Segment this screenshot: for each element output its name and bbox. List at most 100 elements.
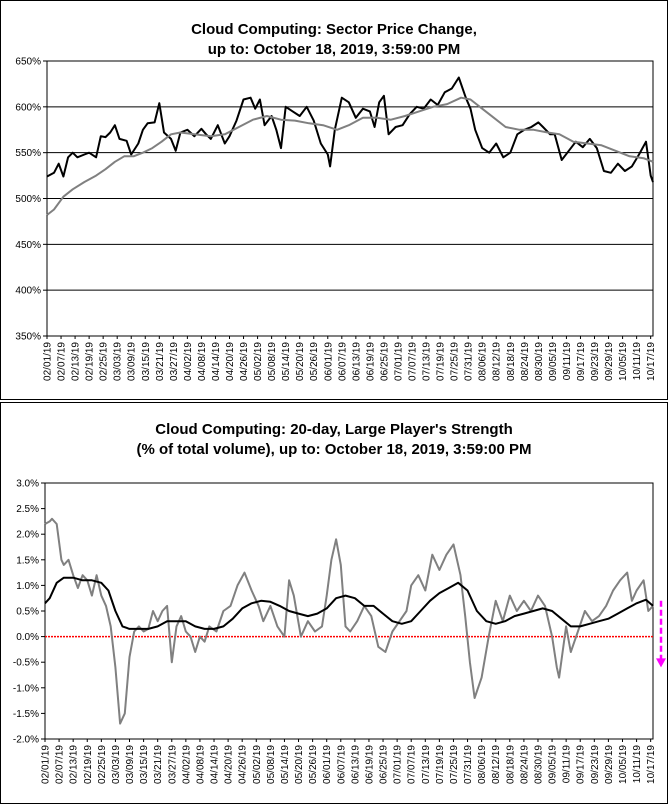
x-tick-label: 03/09/19 [127,342,138,381]
x-tick-label: 02/13/19 [71,342,82,381]
x-tick-label: 06/01/19 [323,342,334,381]
x-tick-label: 09/29/19 [604,745,615,784]
x-tick-label: 04/08/19 [197,342,208,381]
x-tick-label: 10/11/19 [632,745,643,784]
x-tick-label: 05/20/19 [294,745,305,784]
x-tick-label: 05/20/19 [295,342,306,381]
x-tick-label: 09/23/19 [590,342,601,381]
series-line-2 [46,96,654,216]
y-tick-label: 1.5% [16,555,39,566]
x-tick-label: 02/19/19 [83,745,94,784]
x-tick-label: 07/13/19 [422,342,433,381]
x-tick-label: 07/31/19 [463,745,474,784]
x-tick-label: 05/02/19 [253,342,264,381]
x-tick-label: 08/30/19 [533,745,544,784]
y-tick-label: -1.5% [13,709,39,720]
x-tick-label: 09/05/19 [548,745,559,784]
x-tick-label: 08/12/19 [492,342,503,381]
x-tick-label: 10/05/19 [618,342,629,381]
x-tick-label: 02/01/19 [43,342,54,381]
x-tick-label: 06/13/19 [351,342,362,381]
y-tick-label: 400% [15,286,41,297]
large-player-strength-chart: 3.0% 2.5% 2.0% 1.5% 1.0% 0.5% 0.0% -0.5% -1.0% -1… [13,479,666,784]
x-tick-label: 03/03/19 [111,745,122,784]
y-tick-label: 550% [15,148,41,159]
x-tick-label: 09/05/19 [548,342,559,381]
x-tick-label: 09/17/19 [576,342,587,381]
x-tick-label: 03/09/19 [125,745,136,784]
large-player-strength-chart-panel: Cloud Computing: 20-day, Large Player's … [0,402,668,804]
x-tick-label: 09/17/19 [576,745,587,784]
x-tick-label: 04/14/19 [210,745,221,784]
x-tick-label: 08/24/19 [519,745,530,784]
x-tick-label: 08/18/19 [506,342,517,381]
x-tick-label: 06/07/19 [336,745,347,784]
x-tick-label: 06/19/19 [365,342,376,381]
y-tick-label: 0.0% [16,632,39,643]
x-tick-label: 04/20/19 [224,745,235,784]
x-tick-label: 04/14/19 [211,342,222,381]
x-tick-label: 05/26/19 [309,342,320,381]
x-tick-label: 07/13/19 [421,745,432,784]
x-tick-label: 04/02/19 [183,342,194,381]
x-tick-label: 10/17/19 [646,342,657,381]
x-tick-label: 09/11/19 [562,745,573,784]
x-tick-label: 05/08/19 [267,342,278,381]
x-tick-label: 04/26/19 [238,745,249,784]
y-tick-label: 3.0% [16,479,39,490]
x-tick-label: 07/25/19 [450,342,461,381]
x-tick-label: 05/26/19 [308,745,319,784]
x-tick-label: 05/02/19 [252,745,263,784]
y-tick-label: 350% [15,332,41,343]
strength-chart-title-line1: Cloud Computing: 20-day, Large Player's … [155,421,513,438]
x-tick-label: 07/01/19 [393,342,404,381]
x-tick-label: 08/24/19 [520,342,531,381]
series-line-2 [44,576,654,630]
x-tick-label: 06/25/19 [379,745,390,784]
y-tick-label: 0.5% [16,607,39,618]
x-tick-label: 07/01/19 [393,745,404,784]
x-tick-label: 03/27/19 [167,745,178,784]
y-tick-label: 450% [15,240,41,251]
x-tick-label: 10/17/19 [646,745,657,784]
x-tick-label: 02/25/19 [97,745,108,784]
y-tick-label: 500% [15,194,41,205]
x-tick-label: 10/11/19 [632,342,643,381]
plot-area [44,482,654,740]
x-tick-label: 06/25/19 [379,342,390,381]
x-tick-label: 02/19/19 [85,342,96,381]
price-change-chart: 650% 600% 550% 500% 450% 400% 350%02/01/19 02/0… [15,57,657,381]
x-tick-label: 09/29/19 [604,342,615,381]
x-tick-label: 03/27/19 [169,342,180,381]
x-tick-label: 06/19/19 [364,745,375,784]
x-tick-label: 07/07/19 [408,342,419,381]
x-tick-label: 03/21/19 [155,342,166,381]
x-tick-label: 07/25/19 [449,745,460,784]
x-tick-label: 05/08/19 [266,745,277,784]
y-tick-label: 2.5% [16,504,39,515]
y-tick-label: 1.0% [16,581,39,592]
strength-chart-title-line2: (% of total volume), up to: October 18, … [136,441,532,458]
x-tick-label: 08/30/19 [534,342,545,381]
trend-arrow-head [656,658,666,668]
x-tick-label: 09/11/19 [562,342,573,381]
x-tick-label: 06/07/19 [337,342,348,381]
x-tick-label: 03/15/19 [141,342,152,381]
x-tick-label: 09/23/19 [590,745,601,784]
y-tick-label: 600% [15,102,41,113]
x-tick-label: 05/14/19 [281,342,292,381]
price-chart-title-line2: up to: October 18, 2019, 3:59:00 PM [207,41,461,58]
y-tick-label: 2.0% [16,530,39,541]
x-tick-label: 02/07/19 [57,342,68,381]
x-tick-label: 04/26/19 [239,342,250,381]
y-tick-label: 650% [15,57,41,68]
x-tick-label: 06/01/19 [322,745,333,784]
x-tick-label: 03/21/19 [153,745,164,784]
x-tick-label: 08/18/19 [505,745,516,784]
x-tick-label: 06/13/19 [350,745,361,784]
x-tick-label: 03/03/19 [113,342,124,381]
x-tick-label: 08/06/19 [478,342,489,381]
x-tick-label: 08/06/19 [477,745,488,784]
y-tick-label: -1.0% [13,683,39,694]
x-tick-label: 07/19/19 [436,342,447,381]
